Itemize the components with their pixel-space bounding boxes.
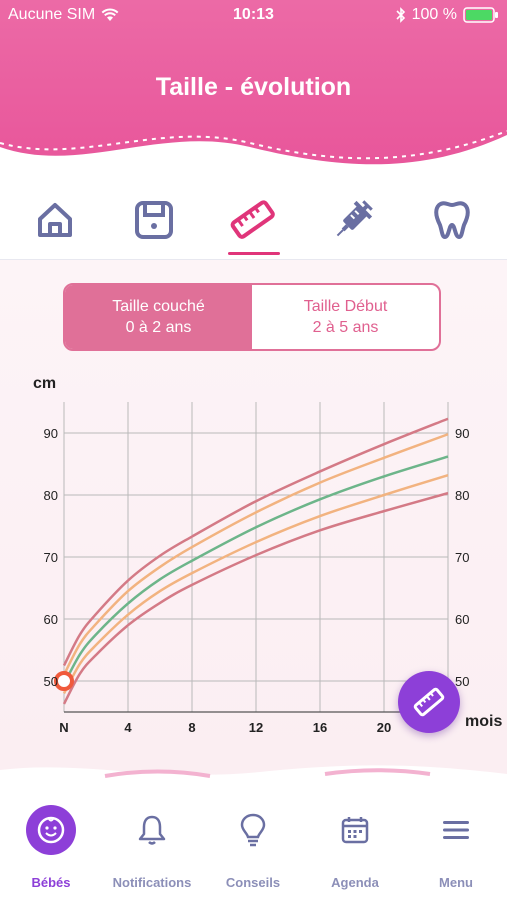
category-tabs [0, 190, 507, 260]
page-title: Taille - évolution [155, 73, 352, 101]
nav-agenda-label: Agenda [331, 875, 379, 890]
nav-notifications[interactable]: Notifications [102, 805, 202, 890]
y-tick-label-right: 80 [455, 488, 469, 503]
tab-height[interactable] [223, 190, 283, 250]
height-mode-segmented-control: Taille couché 0 à 2 ans Taille Début 2 à… [63, 283, 441, 351]
segment-lying-title: Taille couché [112, 298, 205, 315]
segment-lying-range: 0 à 2 ans [125, 319, 192, 336]
x-tick-label: 20 [377, 720, 391, 735]
tab-teeth[interactable] [422, 190, 482, 250]
x-tick-label: N [59, 720, 68, 735]
nav-menu[interactable]: Menu [406, 805, 506, 890]
wifi-icon [101, 8, 119, 21]
measurement-point [54, 671, 74, 691]
x-tick-label: 16 [313, 720, 327, 735]
percentile-curve-1 [62, 433, 449, 676]
nav-advice[interactable]: Conseils [203, 805, 303, 890]
nav-babies[interactable]: Bébés [1, 805, 101, 890]
nav-babies-label: Bébés [31, 875, 71, 890]
ruler-icon [413, 687, 445, 717]
calendar-icon [341, 817, 369, 844]
y-tick-label-left: 70 [44, 550, 58, 565]
ruler-icon [230, 200, 275, 239]
segment-lying-height[interactable]: Taille couché 0 à 2 ans [65, 285, 252, 349]
segment-standing-title: Taille Début [303, 298, 388, 315]
divider [0, 259, 507, 260]
y-tick-label-left: 80 [44, 488, 58, 503]
battery-icon [463, 7, 498, 23]
active-tab-indicator [228, 252, 280, 255]
percentile-curve-4 [62, 491, 449, 705]
y-tick-label-left: 90 [44, 426, 58, 441]
tooth-icon [434, 201, 470, 239]
segment-standing-height[interactable]: Taille Début 2 à 5 ans [252, 285, 439, 349]
chart-labels: N 4 8 12 16 20 50 50 60 60 70 70 80 80 90 90 [44, 426, 470, 735]
baby-face-icon [26, 805, 76, 855]
tab-vaccines[interactable] [323, 190, 383, 250]
chart-grid [63, 402, 449, 713]
nav-advice-label: Conseils [225, 875, 281, 890]
x-axis-unit-label: mois [465, 713, 502, 730]
y-tick-label-right: 50 [455, 674, 469, 689]
segment-standing-range: 2 à 5 ans [312, 319, 379, 336]
y-tick-label-left: 50 [44, 674, 58, 689]
bell-icon [138, 815, 166, 845]
bottom-wave [0, 765, 507, 790]
y-tick-label-right: 60 [455, 612, 469, 627]
bluetooth-icon [396, 7, 405, 23]
clock: 10:13 [233, 6, 274, 23]
status-bar: Aucune SIM 10:13 100 % [0, 4, 507, 28]
scale-icon [135, 201, 173, 239]
nav-menu-label: Menu [439, 875, 473, 890]
menu-icon [443, 821, 469, 839]
y-axis-unit-label: cm [33, 375, 56, 392]
nav-notifications-label: Notifications [112, 875, 192, 890]
syringe-icon [336, 200, 373, 237]
carrier-label: Aucune SIM [8, 6, 96, 23]
header-wave [0, 130, 507, 175]
growth-chart: N 4 8 12 16 20 50 50 60 60 70 70 80 80 90 90 cm mois [33, 375, 502, 735]
home-icon [38, 203, 72, 237]
battery-percent: 100 % [411, 6, 457, 23]
percentile-curve-2 [62, 455, 449, 685]
percentile-curve-3 [62, 473, 449, 694]
x-tick-label: 8 [188, 720, 195, 735]
tab-home[interactable] [25, 190, 85, 250]
x-tick-label: 4 [124, 720, 132, 735]
x-tick-label: 12 [249, 720, 263, 735]
bottom-navigation: Bébés Notifications Conseils [0, 785, 507, 900]
tab-weight[interactable] [124, 190, 184, 250]
add-measurement-button[interactable] [398, 671, 460, 733]
y-tick-label-right: 70 [455, 550, 469, 565]
y-tick-label-left: 60 [44, 612, 58, 627]
percentile-curve-0 [62, 417, 449, 667]
lightbulb-icon [240, 813, 266, 847]
y-tick-label-right: 90 [455, 426, 469, 441]
chart-curves [54, 417, 449, 705]
nav-agenda[interactable]: Agenda [305, 805, 405, 890]
header: Aucune SIM 10:13 100 % Taille - évolutio… [0, 0, 507, 175]
